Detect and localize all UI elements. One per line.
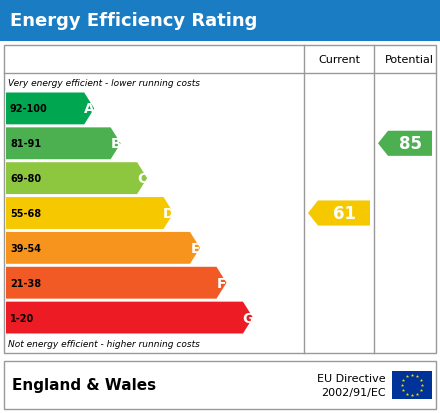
Polygon shape — [6, 163, 147, 195]
Text: 21-38: 21-38 — [10, 278, 41, 288]
Text: 69-80: 69-80 — [10, 174, 41, 184]
Text: 39-54: 39-54 — [10, 243, 41, 253]
Text: EU Directive: EU Directive — [317, 373, 386, 383]
Text: 81-91: 81-91 — [10, 139, 41, 149]
Text: 92-100: 92-100 — [10, 104, 48, 114]
Text: 85: 85 — [399, 135, 422, 153]
Polygon shape — [6, 233, 200, 264]
Text: A: A — [84, 102, 95, 116]
Text: D: D — [163, 206, 174, 221]
Polygon shape — [308, 201, 370, 226]
Text: E: E — [190, 241, 200, 255]
Polygon shape — [6, 267, 227, 299]
Text: Current: Current — [318, 55, 360, 65]
Text: 61: 61 — [333, 204, 356, 223]
Text: 55-68: 55-68 — [10, 209, 41, 218]
Text: 1-20: 1-20 — [10, 313, 34, 323]
Polygon shape — [6, 302, 253, 334]
Bar — [0, 0, 440, 42]
Bar — [4, 361, 436, 409]
Polygon shape — [378, 131, 432, 157]
Text: F: F — [217, 276, 226, 290]
Text: England & Wales: England & Wales — [12, 377, 156, 392]
Text: Potential: Potential — [385, 55, 433, 65]
Text: 2002/91/EC: 2002/91/EC — [321, 387, 386, 397]
Text: Not energy efficient - higher running costs: Not energy efficient - higher running co… — [8, 339, 200, 349]
Polygon shape — [6, 128, 121, 160]
Bar — [4, 46, 436, 353]
Text: Very energy efficient - lower running costs: Very energy efficient - lower running co… — [8, 78, 200, 87]
Bar — [392, 371, 432, 399]
Text: G: G — [242, 311, 253, 325]
Polygon shape — [6, 93, 94, 125]
Polygon shape — [6, 197, 173, 229]
Text: Energy Efficiency Rating: Energy Efficiency Rating — [10, 12, 257, 30]
Text: C: C — [137, 172, 147, 186]
Text: B: B — [110, 137, 121, 151]
